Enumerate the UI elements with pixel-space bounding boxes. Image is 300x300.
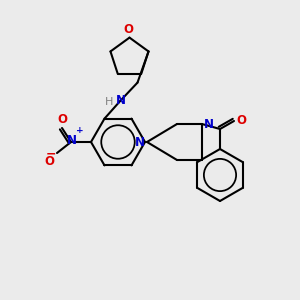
Text: N: N: [204, 118, 214, 130]
Text: O: O: [57, 113, 67, 126]
Text: H: H: [105, 97, 113, 106]
Text: +: +: [76, 126, 84, 135]
Text: O: O: [124, 22, 134, 36]
Text: −: −: [46, 148, 56, 160]
Text: O: O: [44, 155, 54, 168]
Text: N: N: [116, 94, 125, 107]
Text: N: N: [67, 134, 77, 148]
Text: O: O: [236, 115, 246, 128]
Text: N: N: [135, 136, 145, 148]
